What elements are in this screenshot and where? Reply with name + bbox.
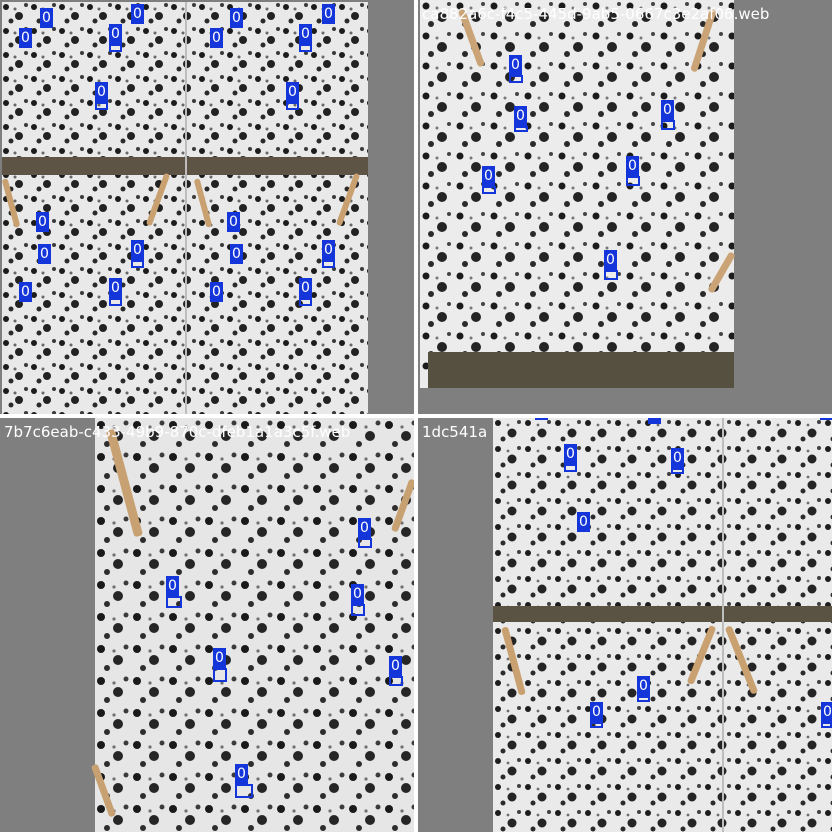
detection-label: 0 [648,418,661,424]
detection-label: 0 [235,764,248,784]
detection-outline [564,464,577,472]
detection-outline [109,298,122,306]
detection-label: 0 [230,8,243,28]
detection-label: 0 [535,418,548,420]
detection-label: 0 [213,648,226,668]
detection-label: 0 [820,418,832,420]
detection-label: 0 [351,584,364,604]
detection-outline [671,468,684,474]
detection-label: 0 [626,156,639,176]
detection-label: 0 [95,82,108,102]
detection-label: 0 [590,702,603,722]
detection-outline [604,270,618,280]
detection-label: 0 [36,212,49,232]
detection-outline [351,604,365,616]
detection-outline [109,44,122,52]
detection-label: 0 [358,518,371,538]
tile-mosaic-top-left: 0 0 0 0 0 0 0 0 0 0 0 0 0 0 0 0 0 0 0 0 [0,0,414,414]
detection-label: 0 [564,444,577,464]
cultivation-photo [420,0,734,388]
detection-label: 0 [299,278,312,298]
detection-outline [131,260,144,268]
detection-label: 0 [322,240,335,260]
cultivation-photo [493,418,832,832]
detection-label: 0 [482,166,495,186]
detection-label: 0 [577,512,590,532]
detection-label: 0 [821,702,832,722]
detection-label: 0 [166,576,179,596]
detection-outline [322,260,335,268]
cultivation-photo [2,2,368,414]
detection-label: 0 [131,4,144,24]
detection-outline [821,722,832,728]
detection-outline [514,126,528,132]
detection-label: 0 [19,28,32,48]
detection-label: 0 [210,28,223,48]
detection-outline [358,538,372,548]
detection-outline [299,298,312,306]
detection-label: 0 [604,250,617,270]
tile-top-right: ca882a6c-f4c5-445d-9ab5-0667c3e2af06.web… [418,0,832,414]
detection-outline [213,668,227,682]
detection-label: 0 [109,24,122,44]
detection-outline [235,784,253,798]
detection-outline [482,186,496,194]
detection-label: 0 [299,24,312,44]
detection-label: 0 [661,100,674,120]
detection-label: 0 [230,244,243,264]
detection-label: 0 [109,278,122,298]
image-filename: 1dc541a [422,423,488,441]
detection-outline [389,676,403,686]
detection-label: 0 [210,282,223,302]
tile-bottom-left: 7b7c6eab-c433-49b9-870c-dfeb1a1a3c5f.web… [0,418,414,832]
detection-outline [661,120,675,130]
detection-outline [590,722,603,728]
image-filename: ca882a6c-f4c5-445d-9ab5-0667c3e2af06.web [422,5,770,23]
detection-outline [509,75,523,83]
detection-outline [626,176,640,186]
detection-outline [286,102,299,110]
detection-label: 0 [40,8,53,28]
detection-label: 0 [19,282,32,302]
cultivation-photo [95,418,414,832]
detection-label: 0 [514,106,527,126]
detection-label: 0 [286,82,299,102]
image-filename: 7b7c6eab-c433-49b9-870c-dfeb1a1a3c5f.web [4,423,351,441]
detection-label: 0 [671,448,684,468]
detection-label: 0 [322,4,335,24]
tile-mosaic-bottom-right: 1dc541a 0 0 0 0 0 0 0 0 0 0 [418,418,832,832]
detection-label: 0 [637,676,650,696]
detection-label: 0 [227,212,240,232]
detection-outline [95,102,108,110]
detection-label: 0 [131,240,144,260]
detection-outline [166,596,182,608]
detection-outline [299,44,312,52]
detection-label: 0 [509,55,522,75]
detection-label: 0 [389,656,402,676]
detection-outline [637,696,650,702]
detection-label: 0 [38,244,51,264]
